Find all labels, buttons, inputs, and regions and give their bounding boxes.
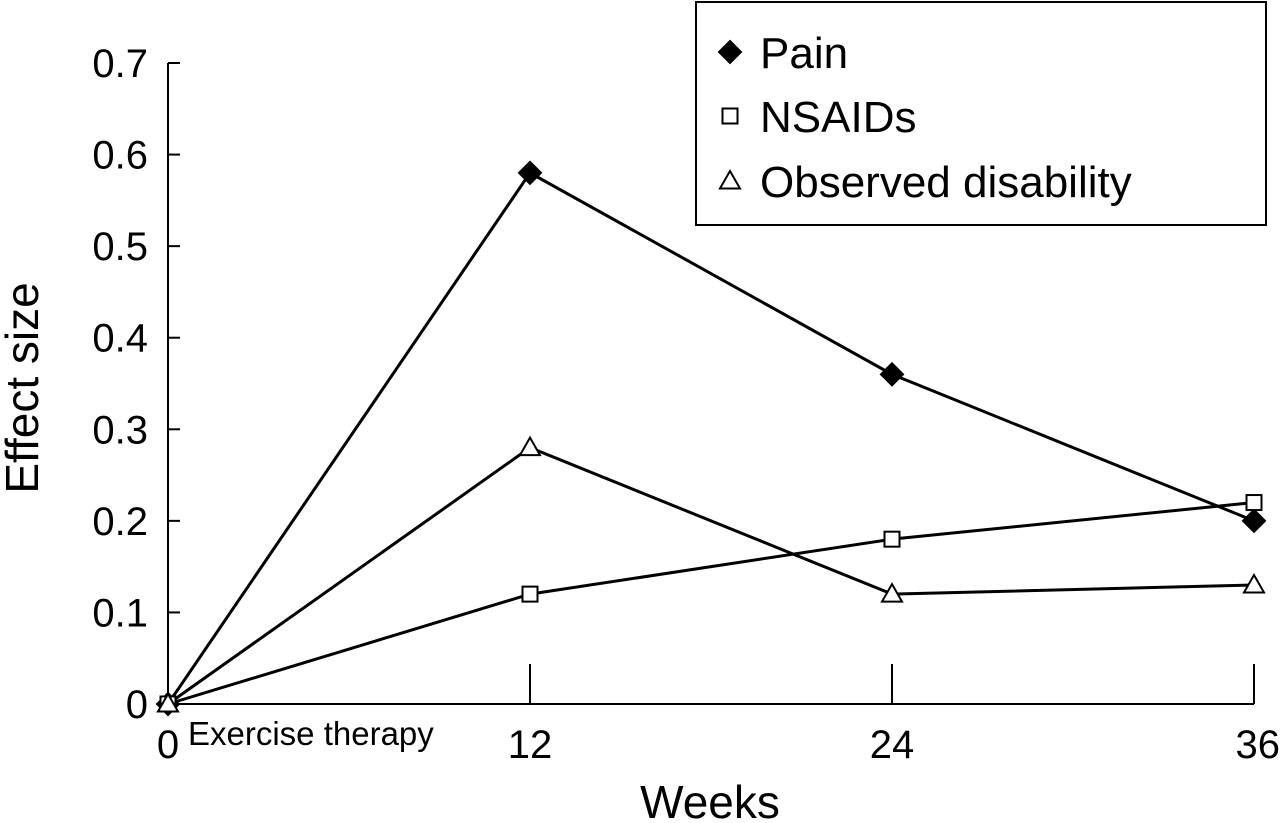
- x-tick-label: 12: [508, 723, 553, 767]
- x-tick-label: 24: [870, 723, 915, 767]
- legend-marker-nsaids: [721, 107, 739, 125]
- data-point-observed-disability: [1242, 572, 1266, 594]
- legend-box: [695, 1, 1267, 226]
- legend-label-nsaids: NSAIDs: [760, 93, 916, 142]
- series-line-pain: [166, 170, 1255, 705]
- data-point-nsaids: [521, 585, 539, 603]
- exercise-therapy-annotation: Exercise therapy: [188, 715, 434, 752]
- x-axis: 0 12 24 36: [157, 664, 1280, 767]
- legend-marker-observed-disability: [718, 168, 742, 190]
- x-tick-label: 0: [157, 723, 179, 767]
- legend: Pain NSAIDs Observed disability: [695, 1, 1267, 226]
- series-line-nsaids: [167, 501, 1255, 706]
- x-tick-label: 36: [1236, 723, 1280, 767]
- series-layer: [155, 160, 1267, 717]
- data-point-observed-disability: [880, 582, 904, 603]
- data-point-pain: [517, 160, 543, 186]
- legend-marker-pain: [717, 39, 743, 65]
- y-tick-label: 0.3: [92, 408, 148, 452]
- legend-label-pain: Pain: [760, 29, 848, 78]
- data-point-observed-disability: [156, 691, 180, 713]
- y-tick-label: 0.5: [92, 225, 148, 269]
- y-tick-label: 0: [126, 683, 148, 727]
- y-axis: 0 0.1 0.2 0.3 0.4 0.5 0.6 0.7: [92, 42, 180, 727]
- legend-label-observed-disability: Observed disability: [760, 158, 1132, 207]
- y-axis-title: Effect size: [0, 282, 48, 493]
- data-point-observed-disability: [518, 435, 542, 457]
- data-point-pain: [1241, 508, 1267, 534]
- y-tick-label: 0.7: [92, 42, 148, 86]
- y-tick-label: 0.4: [92, 317, 148, 361]
- data-point-pain: [879, 361, 905, 387]
- data-point-nsaids: [883, 530, 901, 548]
- y-tick-label: 0.1: [92, 591, 148, 635]
- y-tick-label: 0.6: [92, 134, 148, 178]
- x-axis-title: Weeks: [640, 776, 780, 823]
- y-tick-label: 0.2: [92, 500, 148, 544]
- data-point-nsaids: [1245, 494, 1263, 512]
- series-line-observed-disability: [167, 445, 1255, 706]
